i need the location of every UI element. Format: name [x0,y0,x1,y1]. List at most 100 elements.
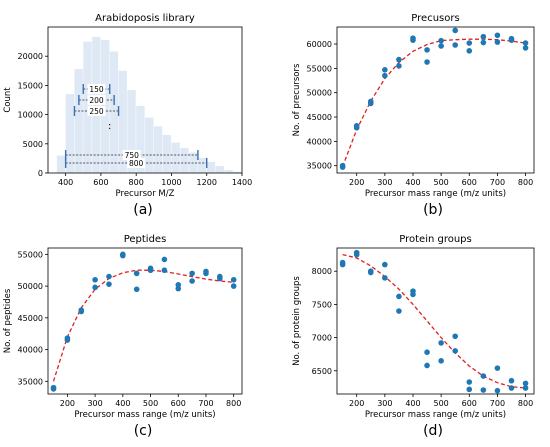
histogram-bar [109,51,119,173]
data-point [494,39,501,45]
window-label-bg [127,158,146,168]
y-tick-label: 15000 [18,81,43,90]
data-point [217,275,223,282]
data-point [382,67,388,73]
data-point [494,32,501,39]
window-label: 800 [129,159,144,168]
data-point [452,27,459,34]
chart-panel-3: Peptides 200 300 400 500 600 700 800 35000 40000 4… [3,234,243,439]
data-point [161,256,168,263]
panel-label: (b) [423,202,443,218]
x-tick-label: 400 [58,178,73,187]
data-point [382,275,388,281]
x-tick-label: 700 [490,178,505,187]
data-point [339,164,346,170]
x-axis-label: Precursor mass range (m/z units) [74,410,215,420]
data-point [522,380,529,387]
data-point [50,386,57,392]
y-tick-label: 7500 [312,300,332,309]
data-point [438,43,444,49]
histogram-bar [162,135,172,173]
histogram-bar [215,165,224,173]
data-point [522,45,529,51]
data-point [508,385,515,391]
x-tick-label: 800 [518,399,533,408]
chart-panel-2: Precusors 200 300 400 500 600 700 800 35000 40000… [292,13,535,218]
data-point [230,276,237,283]
histogram-bar [224,170,233,173]
x-tick-label: 600 [462,178,477,187]
x-tick-label: 1400 [232,178,252,187]
data-point [396,63,402,69]
histogram-bar [74,69,83,173]
histogram-bar [127,90,136,173]
histogram-bar [118,70,127,173]
histogram-bar [136,105,145,173]
data-point [147,265,154,272]
fit-curve [342,253,526,389]
x-tick-label: 400 [115,399,130,408]
y-axis-label: No. of protein groups [292,276,302,366]
data-point [466,40,473,46]
x-tick-label: 300 [377,178,392,187]
y-tick-label: 55000 [307,64,332,73]
data-point [522,385,529,391]
x-axis-label: Precursor M/Z [116,189,175,199]
window-label-bg [87,95,106,105]
data-point [466,379,473,385]
x-tick-label: 700 [490,399,505,408]
window-label: 250 [89,107,104,116]
data-point [396,308,402,314]
histogram-bar [65,94,75,173]
x-tick-label: 300 [377,399,392,408]
data-point [175,282,182,288]
data-point [424,59,430,65]
window-label: 150 [89,85,104,94]
data-point [508,377,515,384]
data-point [480,387,487,393]
plot-frame [47,26,243,174]
y-axis-label: No. of peptides [3,288,13,353]
plot-frame [336,26,535,174]
data-point [480,373,487,379]
x-tick-label: 500 [433,178,448,187]
x-tick-label: 200 [349,178,364,187]
y-tick-label: 7000 [312,334,332,343]
panel-label: (c) [134,423,153,439]
x-tick-label: 600 [171,399,186,408]
x-tick-label: 800 [518,178,533,187]
x-tick-label: 600 [462,399,477,408]
y-axis-label: No. of precursors [292,63,302,136]
y-tick-label: 6500 [312,367,332,376]
data-point [452,42,459,48]
ellipsis-marker: : [108,121,111,132]
data-point [78,308,85,315]
data-point [452,348,459,354]
x-tick-label: 500 [143,399,158,408]
x-tick-label: 700 [198,399,213,408]
data-point [382,72,388,79]
y-tick-label: 60000 [307,40,332,49]
y-tick-label: 8000 [312,267,332,276]
data-point [203,268,209,275]
window-label-bg [87,106,106,116]
histogram-bar [83,41,92,173]
x-axis-label: Precursor mass range (m/z units) [365,410,506,420]
chart-panel-4: Protein groups 200 300 400 500 600 700 800 6500 7… [292,234,535,439]
y-tick-label: 55000 [18,250,43,259]
data-point [106,281,112,287]
y-tick-label: 40000 [307,137,332,146]
histogram-bar [56,155,66,173]
y-tick-label: 40000 [18,346,43,355]
fit-curve [341,38,526,167]
x-tick-label: 400 [405,399,420,408]
fit-curve [52,269,234,382]
data-point [424,47,430,53]
data-point [522,40,529,46]
data-point [396,293,402,300]
histogram-bar [233,171,242,173]
data-point [466,386,473,393]
data-point [452,333,459,340]
